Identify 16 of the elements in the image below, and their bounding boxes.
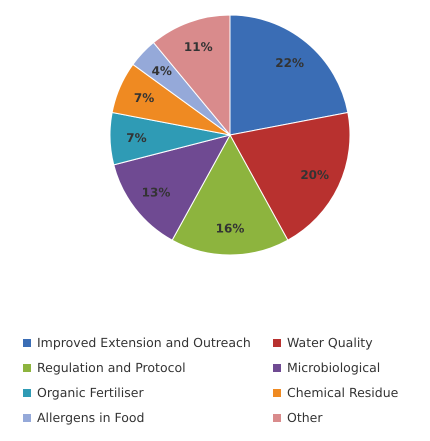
legend-label: Regulation and Protocol: [37, 360, 186, 375]
legend-label: Other: [287, 410, 322, 425]
legend-label: Organic Fertiliser: [37, 385, 144, 400]
data-label: 11%: [184, 40, 213, 54]
legend-label: Chemical Residue: [287, 385, 398, 400]
legend-label: Improved Extension and Outreach: [37, 335, 251, 350]
legend-label: Water Quality: [287, 335, 373, 350]
legend-label: Allergens in Food: [37, 410, 144, 425]
data-label: 7%: [134, 90, 154, 105]
data-label: 7%: [126, 130, 147, 145]
data-label: 13%: [142, 185, 170, 200]
data-label: 16%: [216, 222, 244, 236]
data-label: 22%: [275, 56, 304, 70]
data-label: 4%: [152, 64, 172, 78]
data-label: 20%: [300, 168, 330, 182]
legend-label: Microbiological: [287, 360, 380, 375]
